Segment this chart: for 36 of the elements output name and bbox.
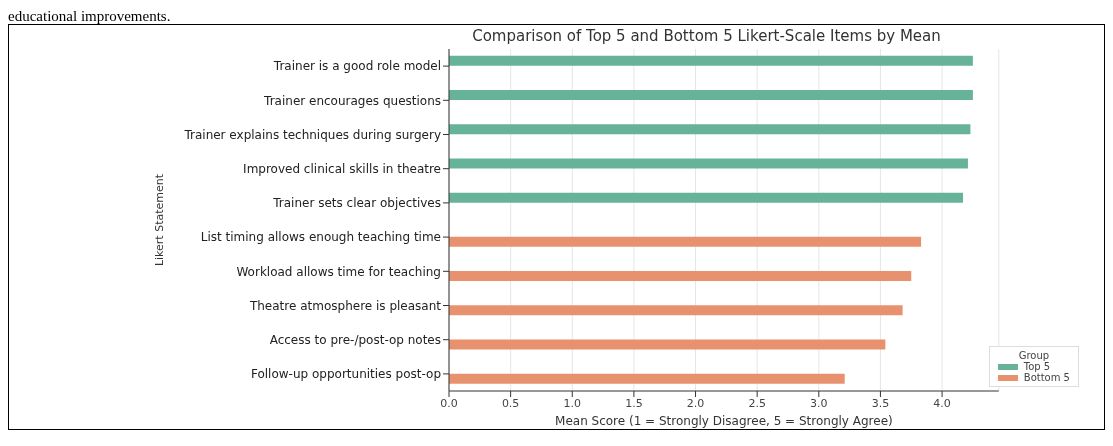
- x-axis-title: Mean Score (1 = Strongly Disagree, 5 = Strongly Agree): [555, 414, 893, 428]
- chart-title: Comparison of Top 5 and Bottom 5 Likert-Scale Items by Mean: [471, 27, 942, 45]
- x-tick-label: 3.0: [810, 396, 828, 410]
- bar: [449, 55, 973, 66]
- y-tick-label: Trainer sets clear objectives: [272, 196, 441, 211]
- x-tick-label: 1.0: [563, 396, 582, 410]
- x-tick-label: 1.5: [625, 396, 643, 410]
- legend-label: Bottom 5: [1023, 372, 1070, 383]
- bar: [449, 236, 922, 247]
- y-tick-label: Theatre atmosphere is pleasant: [248, 298, 442, 313]
- bar: [449, 271, 912, 282]
- y-tick-label: Trainer encourages questions: [263, 93, 441, 108]
- y-tick-label: Improved clinical skills in theatre: [243, 161, 441, 176]
- bar: [449, 90, 973, 101]
- x-tick-label: 4.0: [933, 396, 951, 410]
- y-tick-label: Access to pre-/post-op notes: [269, 332, 441, 347]
- y-tick-label: List timing allows enough teaching time: [200, 230, 441, 245]
- x-tick-label: 0.5: [501, 396, 520, 410]
- y-tick-label: Trainer explains techniques during surgery: [183, 127, 441, 142]
- bar: [449, 158, 968, 169]
- bar: [449, 124, 971, 135]
- legend-label: Top 5: [1023, 361, 1051, 372]
- x-tick-label: 2.5: [748, 396, 766, 410]
- y-tick-label: Trainer is a good role model: [272, 59, 441, 74]
- x-tick-label: 3.5: [871, 396, 890, 410]
- legend-title: Group: [1017, 350, 1051, 361]
- x-tick-label: 0.0: [440, 396, 458, 410]
- y-tick-label: Follow-up opportunities post-op: [250, 367, 441, 382]
- bar: [449, 373, 845, 384]
- bar: [449, 339, 886, 350]
- y-axis-title: Likert Statement: [152, 173, 166, 267]
- text: educational improvements.: [8, 8, 172, 24]
- x-tick-label: 2.0: [686, 396, 705, 410]
- bar: [449, 305, 903, 316]
- bar: [449, 192, 964, 203]
- y-tick-label: Workload allows time for teaching: [236, 264, 441, 279]
